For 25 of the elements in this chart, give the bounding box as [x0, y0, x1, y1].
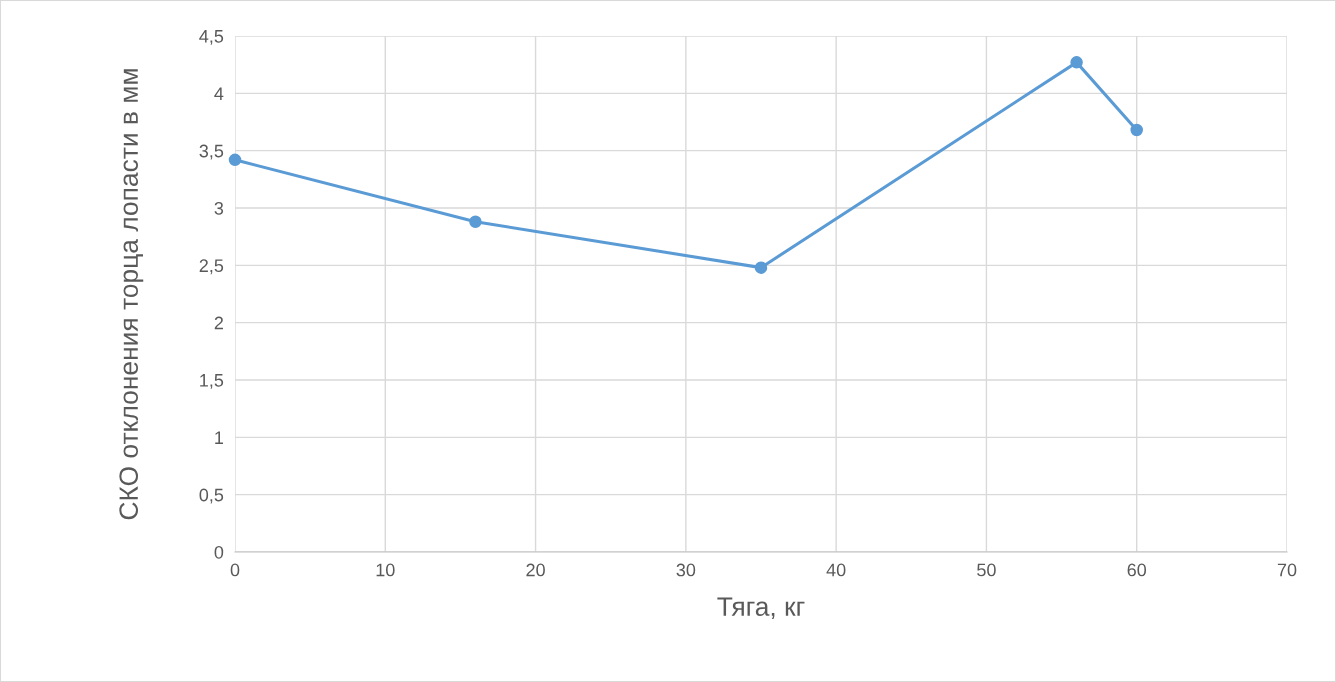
- x-tick-label: 60: [1127, 563, 1147, 577]
- point: [754, 261, 768, 274]
- x-tick-label: 50: [977, 563, 996, 577]
- y-tick-label: 1,5: [200, 374, 224, 389]
- y-axis-title: СКО отклонения торца лопасти в мм: [119, 69, 144, 520]
- y-tick-label: 3,5: [199, 144, 224, 160]
- y-tick-label: 4,5: [199, 30, 224, 45]
- x-tick-label: 20: [526, 563, 545, 577]
- y-tick-label: 3: [214, 201, 224, 215]
- x-axis-title: Тяга, кг: [717, 597, 805, 620]
- y-tick-label: 0,5: [199, 488, 224, 504]
- point: [1130, 123, 1143, 137]
- x-tick-label: 40: [826, 563, 846, 577]
- y-tick-label: 4: [214, 87, 224, 100]
- x-tick-label: 0: [230, 563, 240, 577]
- y-tick-label: 0: [214, 545, 224, 559]
- y-tick-label: 2: [214, 316, 223, 330]
- y-tick-label: 1: [215, 431, 224, 444]
- x-tick-label: 30: [676, 563, 696, 577]
- point: [1070, 56, 1083, 69]
- point: [469, 215, 482, 229]
- x-tick-label: 10: [376, 563, 395, 577]
- point: [228, 153, 242, 167]
- y-tick-label: 2,5: [199, 259, 224, 275]
- x-tick-label: 70: [1277, 563, 1297, 577]
